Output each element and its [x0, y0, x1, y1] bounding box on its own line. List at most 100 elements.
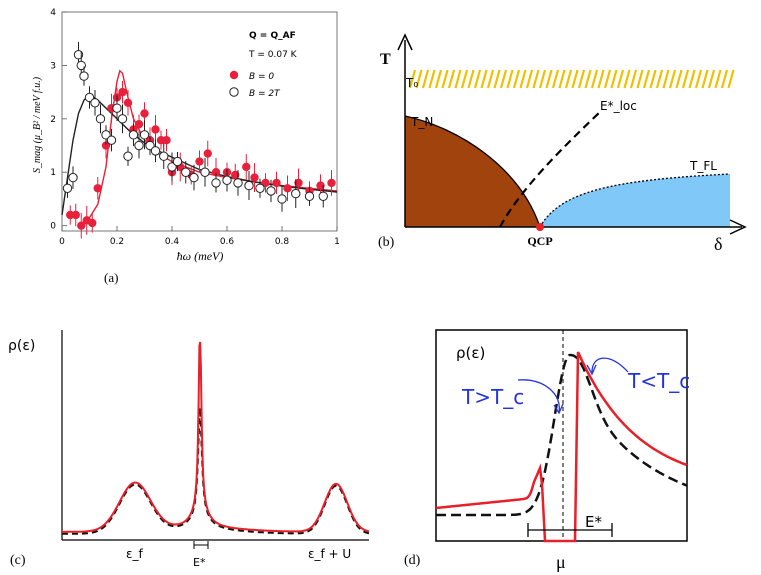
data-point-b2t	[189, 172, 199, 183]
band-hatch	[415, 69, 423, 89]
x-tick-label: 0.6	[220, 237, 235, 247]
data-point-b2t	[117, 114, 128, 124]
t0-label: T₀	[405, 76, 418, 90]
arrow-t-below-tc	[591, 357, 629, 373]
data-points	[62, 41, 336, 239]
band-hatch	[441, 69, 449, 89]
y-axis-arrow	[397, 33, 413, 51]
data-point-b0	[162, 135, 171, 145]
qcp-label: QCP	[527, 234, 552, 248]
eloc-label: E*_loc	[600, 99, 637, 113]
data-point-b2t	[62, 183, 73, 193]
data-point-b2t	[73, 50, 84, 60]
band-hatch	[525, 69, 534, 89]
band-hatch	[428, 69, 436, 89]
data-point-b2t	[128, 130, 139, 140]
data-point-b2t	[200, 167, 210, 177]
data-point-b2t	[134, 140, 144, 151]
series-t-below-tc	[435, 351, 688, 543]
x-axis-label: ħω (meV)	[177, 249, 224, 263]
plot-frame	[61, 11, 338, 232]
x-tick-label: 0.4	[165, 237, 180, 247]
band-hatch	[642, 69, 651, 89]
y-axis-label: S_mag (μ_B² / meV f.u.)	[32, 76, 43, 173]
panel-label-c: (c)	[10, 553, 26, 568]
annotation-temperature: T = 0.07 K	[248, 50, 298, 60]
legend-label-b0: B = 0	[249, 72, 274, 82]
band-hatch	[701, 69, 709, 89]
band-hatch	[506, 69, 514, 89]
series-black-dashed	[61, 407, 370, 535]
data-point-b0	[327, 178, 336, 188]
tick-label-ef: ε_f	[126, 547, 143, 561]
series-t-above-tc	[436, 353, 688, 517]
band-hatch	[603, 69, 612, 89]
neel-line	[404, 115, 541, 228]
x-axis-arrow	[729, 219, 747, 235]
x-tick-label: 0.2	[110, 237, 124, 247]
axis-ticks: 0 0.2 0.4 0.6 0.8 1 0 1 2 3 4	[50, 8, 340, 247]
data-point-b2t	[211, 178, 221, 188]
x-tick-label: 0	[59, 237, 65, 247]
band-hatch	[499, 69, 508, 89]
band-hatch	[460, 69, 469, 89]
data-point-b2t	[181, 167, 191, 177]
band-hatch	[519, 69, 527, 89]
y-axis-label: ρ(ε)	[8, 338, 35, 354]
y-tick-label: 4	[50, 8, 56, 18]
legend-label-b2t: B = 2T	[249, 89, 281, 99]
legend-marker-b0	[229, 70, 239, 80]
arrowhead-t-below-tc	[586, 364, 597, 376]
data-point-b0	[231, 170, 240, 180]
data-point-b2t	[139, 130, 150, 140]
data-point-b2t	[304, 191, 315, 201]
data-point-b0	[195, 157, 204, 166]
y-tick-label: 3	[50, 61, 56, 71]
band-hatch	[727, 69, 735, 89]
annotation-q: Q = Q_AF	[249, 31, 296, 41]
data-point-b2t	[233, 178, 243, 188]
x-tick-label: 0.8	[275, 237, 290, 247]
band-hatch	[707, 69, 716, 89]
data-point-b0	[294, 178, 303, 188]
afm-phase-region	[405, 116, 540, 227]
label-t-above-tc: T>T_c	[461, 385, 524, 409]
band-hatch	[590, 69, 599, 89]
series-red-solid	[62, 341, 370, 533]
data-point-b0	[283, 184, 292, 193]
band-hatch	[486, 69, 495, 89]
data-point-b0	[93, 184, 102, 193]
data-point-b2t	[266, 186, 276, 196]
fl-phase-region	[540, 174, 730, 227]
data-point-b2t	[150, 146, 161, 156]
band-hatch	[597, 69, 605, 89]
arrowhead-t-above-tc	[553, 403, 564, 415]
data-point-b2t	[159, 151, 169, 161]
band-hatch	[454, 69, 462, 89]
tfl-label: T_FL	[689, 159, 717, 173]
data-point-b2t	[318, 191, 328, 201]
eloc-line	[499, 111, 601, 228]
estar-label: E*	[585, 513, 602, 531]
band-hatch	[681, 69, 690, 89]
band-hatch	[662, 69, 670, 89]
t0-band	[408, 69, 735, 89]
data-point-b2t	[95, 114, 106, 124]
band-hatch	[421, 69, 430, 89]
data-point-b2t	[76, 60, 86, 71]
band-hatch	[512, 69, 521, 89]
y-axis-label: T	[380, 51, 391, 68]
band-hatch	[538, 69, 547, 89]
data-point-b2t	[255, 183, 265, 193]
band-hatch	[649, 69, 657, 89]
data-point-b2t	[79, 71, 89, 81]
tick-label-ef-u: ε_f + U	[308, 547, 351, 561]
data-point-b2t	[172, 156, 183, 167]
band-hatch	[616, 69, 625, 89]
band-hatch	[623, 69, 631, 89]
tick-label-estar: E*	[193, 556, 206, 569]
band-hatch	[545, 69, 553, 89]
y-tick-label: 2	[50, 115, 56, 125]
data-point-b2t	[90, 98, 100, 108]
